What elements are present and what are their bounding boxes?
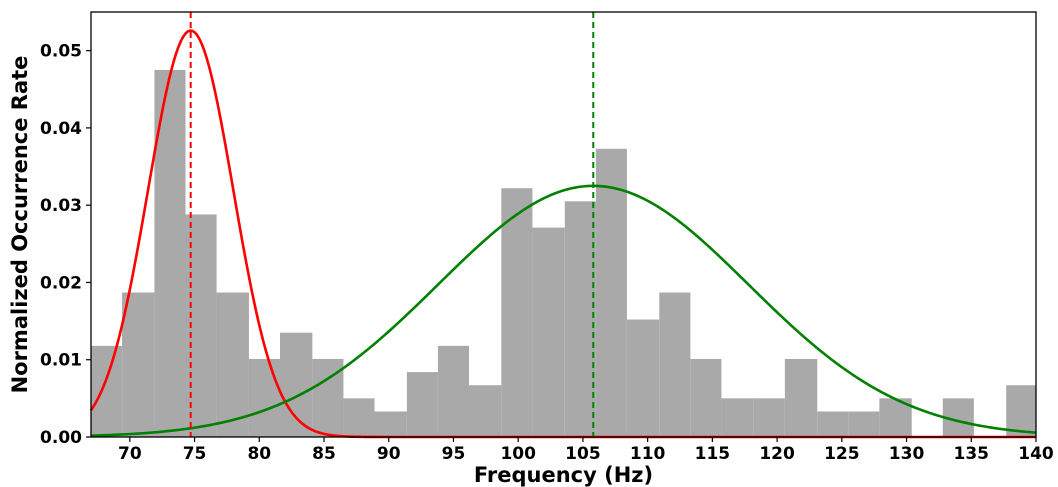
x-tick-label-11: 125 [824, 444, 860, 464]
x-axis-label: Frequency (Hz) [474, 463, 653, 487]
histogram-bar-22 [784, 358, 818, 437]
x-tick-label-3: 85 [312, 444, 336, 464]
x-tick-label-4: 90 [377, 444, 401, 464]
y-tick-label-1: 0.01 [40, 351, 82, 371]
histogram-bar-12 [469, 385, 502, 437]
x-tick-label-5: 95 [442, 444, 466, 464]
histogram-bar-4 [216, 292, 249, 437]
y-tick-label-5: 0.05 [40, 42, 82, 62]
y-tick-label-2: 0.02 [40, 273, 82, 293]
x-tick-label-1: 75 [183, 444, 207, 464]
histogram-bar-19 [690, 358, 722, 437]
histogram-bar-16 [595, 148, 627, 438]
histogram-bar-17 [626, 319, 660, 437]
histogram-bar-18 [659, 292, 691, 437]
histogram-bar-24 [848, 411, 880, 437]
x-tick-label-13: 135 [954, 444, 990, 464]
y-axis-ticks: 0.00 0.01 0.02 0.03 0.04 0.05 [40, 42, 91, 448]
histogram-bar-29 [1006, 385, 1036, 437]
histogram-bar-13 [501, 188, 533, 437]
y-axis-label: Normalized Occurrence Rate [8, 56, 32, 394]
histogram-bar-6 [280, 332, 313, 437]
histogram-bar-8 [343, 398, 375, 437]
x-tick-label-0: 70 [118, 444, 142, 464]
x-tick-label-2: 80 [247, 444, 271, 464]
x-tick-label-6: 100 [500, 444, 536, 464]
histogram-bar-14 [532, 227, 565, 437]
y-tick-label-0: 0.00 [40, 428, 82, 448]
x-tick-label-14: 140 [1018, 444, 1054, 464]
x-axis-ticks: 70 75 80 85 90 95 100 105 110 115 120 125 130 135 140 [118, 437, 1054, 464]
y-tick-label-4: 0.04 [40, 119, 82, 139]
histogram-bar-11 [437, 345, 469, 437]
histogram-bar-1 [122, 292, 155, 437]
x-tick-label-7: 105 [565, 444, 601, 464]
histogram-bar-20 [721, 398, 754, 437]
x-tick-label-9: 115 [695, 444, 731, 464]
plot-frame [90, 11, 1037, 438]
x-tick-label-8: 110 [630, 444, 666, 464]
gaussian-fit-curve-1 [90, 184, 1037, 437]
histogram-bar-0 [91, 345, 123, 437]
histogram-bar-9 [374, 411, 407, 437]
y-tick-label-3: 0.03 [40, 196, 82, 216]
histogram-bars [91, 69, 1036, 438]
histogram-bar-5 [248, 358, 280, 437]
mean-lines [189, 12, 595, 437]
histogram-bar-10 [406, 372, 438, 437]
histogram-bar-15 [564, 201, 596, 437]
histogram-bar-21 [753, 398, 785, 437]
x-tick-label-12: 130 [889, 444, 925, 464]
x-tick-label-10: 120 [759, 444, 795, 464]
histogram-bar-23 [817, 411, 849, 437]
